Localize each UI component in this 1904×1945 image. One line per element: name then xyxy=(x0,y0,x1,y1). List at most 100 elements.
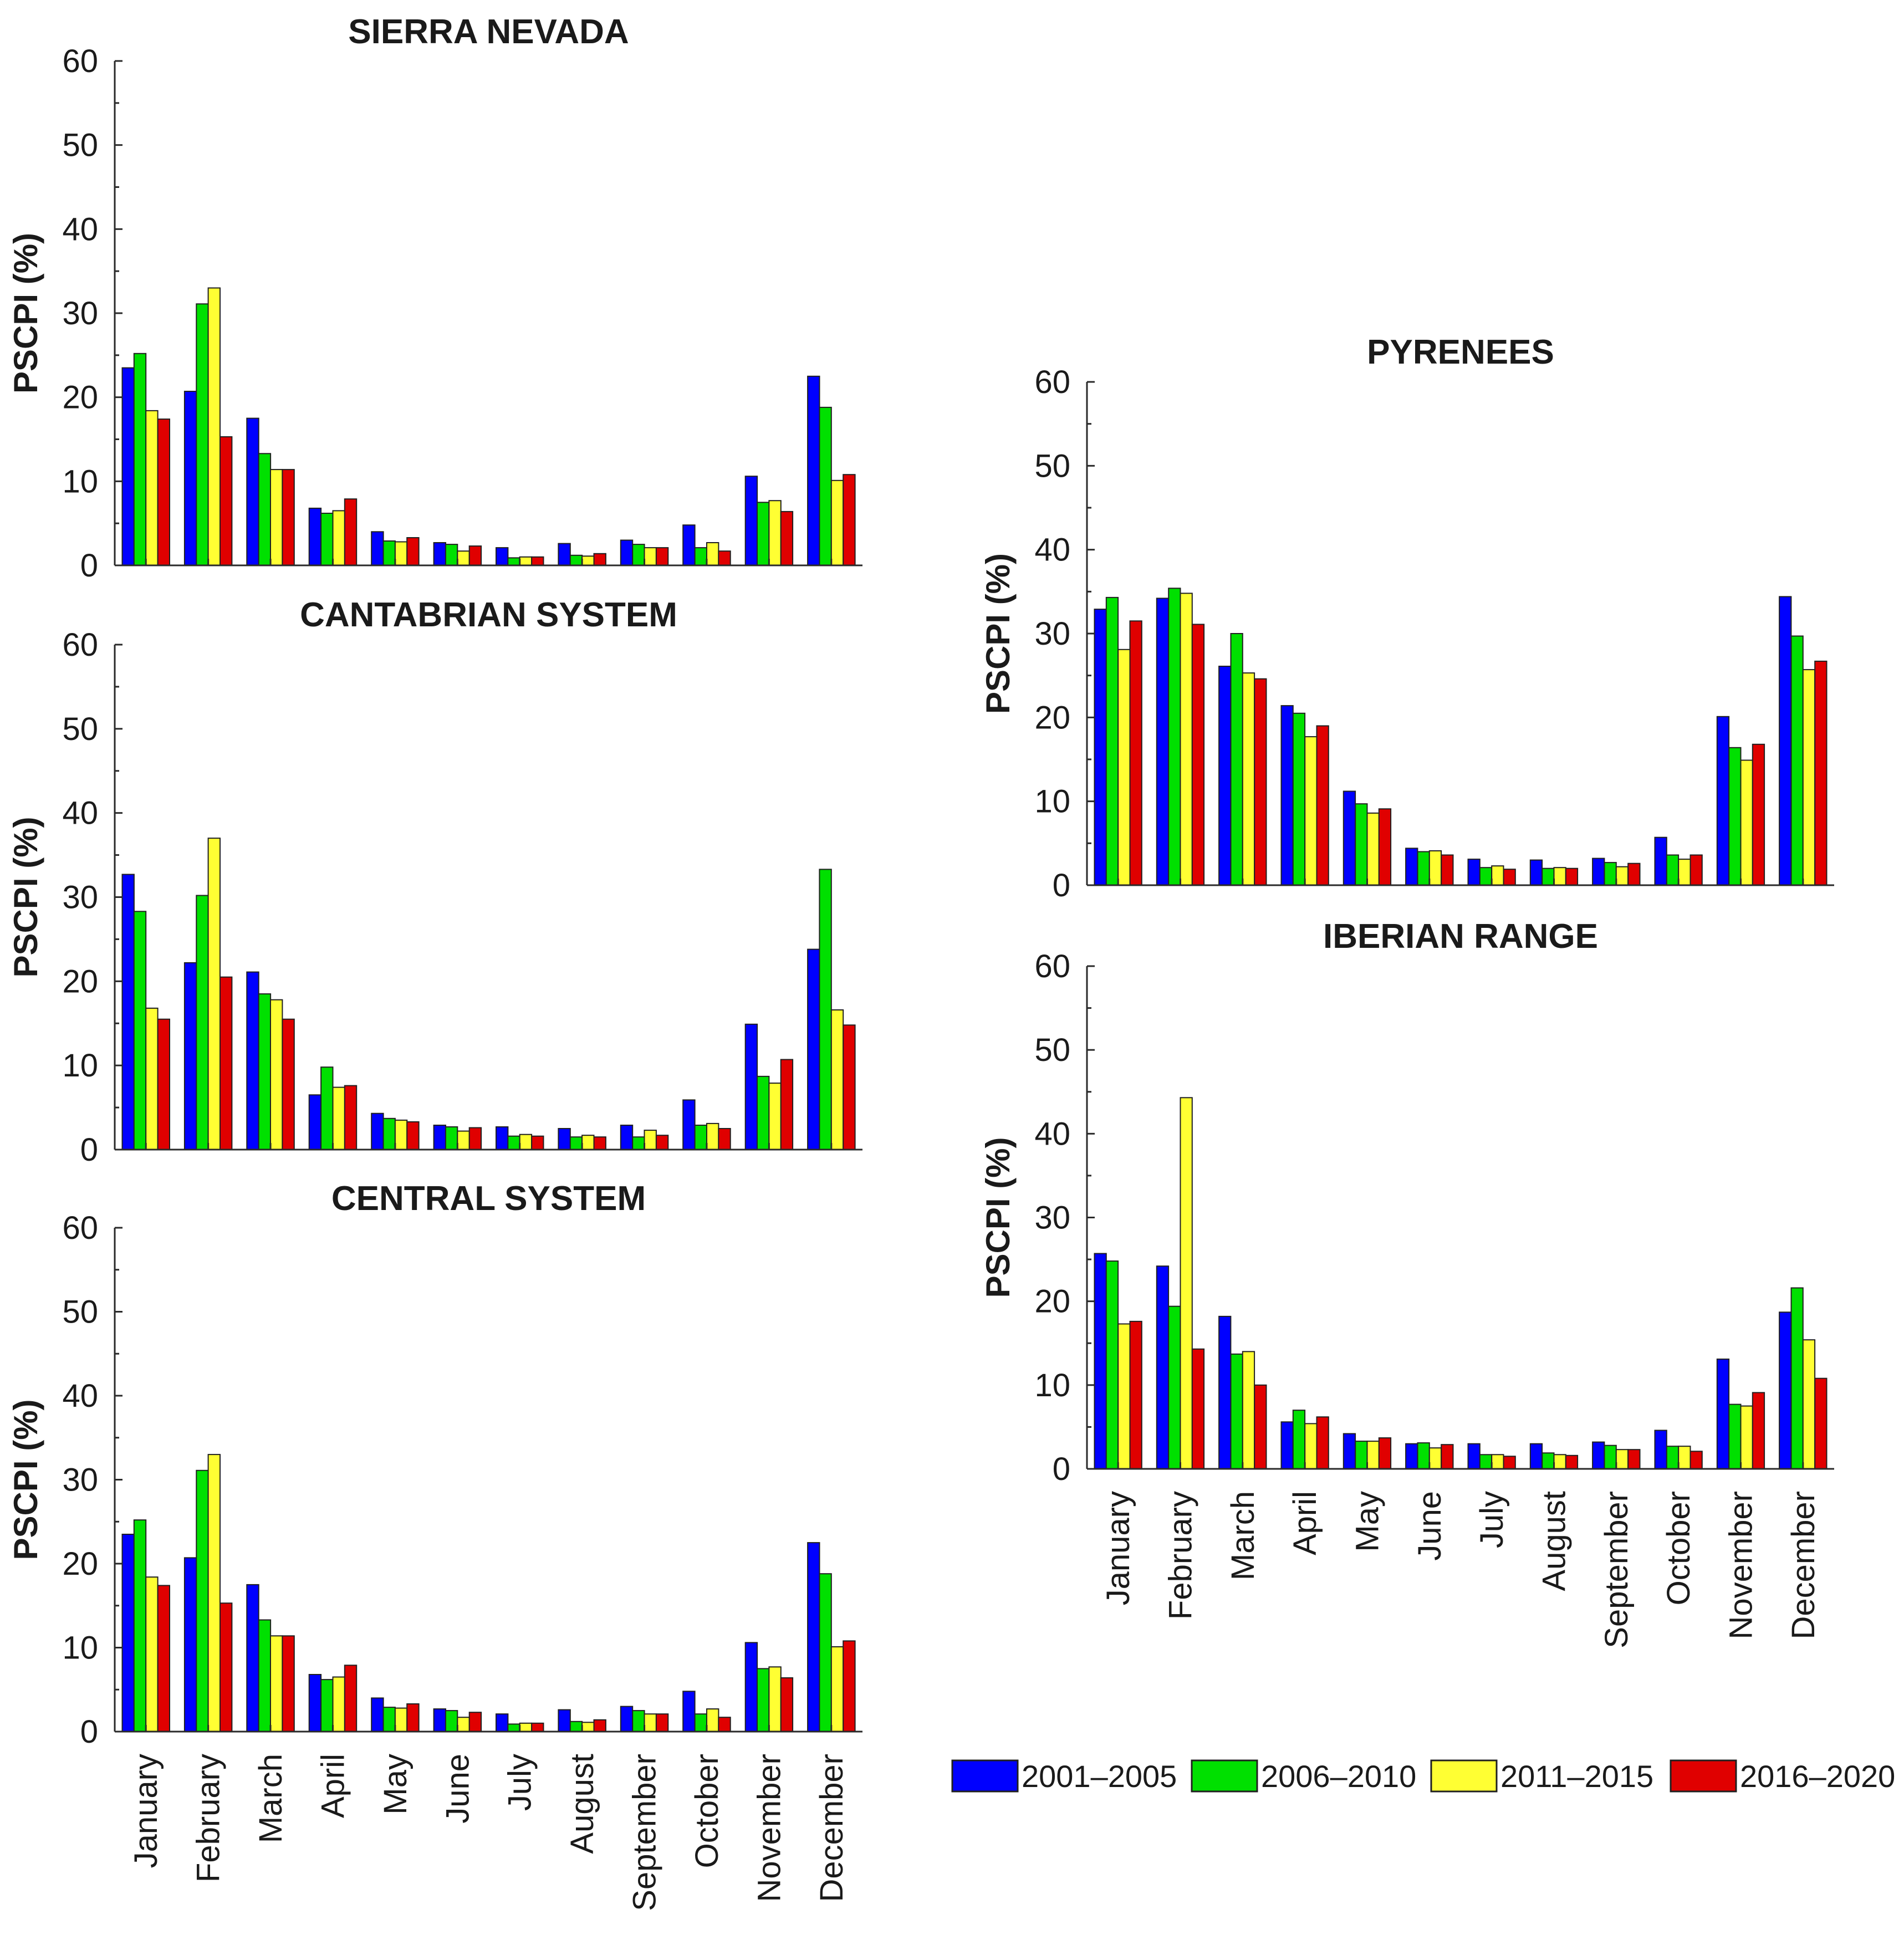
bar-march-2001-2005 xyxy=(1218,666,1232,886)
y-tick-label: 10 xyxy=(1034,1367,1070,1403)
bar-november-2001-2005 xyxy=(744,1023,758,1151)
bar-august-2016-2020 xyxy=(593,553,606,566)
bar-october-2006-2010 xyxy=(1666,1446,1680,1469)
bar-december-2006-2010 xyxy=(819,869,832,1151)
legend-label-2001-2005: 2001–2005 xyxy=(1022,1759,1177,1794)
bar-may-2001-2005 xyxy=(1343,1433,1356,1469)
bar-july-2011-2015 xyxy=(1491,865,1504,886)
bar-january-2016-2020 xyxy=(157,1018,171,1150)
bar-december-2001-2005 xyxy=(807,948,820,1150)
bar-march-2011-2015 xyxy=(1242,1351,1255,1469)
bar-november-2006-2010 xyxy=(1728,1403,1742,1470)
bar-november-2006-2010 xyxy=(757,1075,770,1151)
bar-december-2016-2020 xyxy=(843,1024,856,1151)
bar-october-2016-2020 xyxy=(718,1128,731,1150)
bar-may-2011-2015 xyxy=(1366,1441,1380,1470)
x-tick-label-september: September xyxy=(627,1754,663,1911)
y-axis-label: PSCPI (%) xyxy=(979,553,1017,714)
bar-august-2006-2010 xyxy=(1541,1452,1555,1470)
bar-september-2001-2005 xyxy=(620,539,634,566)
bar-july-2011-2015 xyxy=(519,556,533,566)
bar-april-2016-2020 xyxy=(344,498,358,566)
bar-september-2001-2005 xyxy=(620,1706,634,1733)
bar-october-2006-2010 xyxy=(694,1713,707,1732)
bar-february-2011-2015 xyxy=(207,838,221,1150)
bar-november-2011-2015 xyxy=(1740,1405,1753,1470)
bar-march-2006-2010 xyxy=(258,993,272,1150)
bar-july-2001-2005 xyxy=(496,547,509,566)
bar-october-2011-2015 xyxy=(1678,859,1691,886)
y-tick-label: 10 xyxy=(1034,784,1070,820)
x-tick-label-october: October xyxy=(689,1754,725,1868)
y-axis-label: PSCPI (%) xyxy=(7,816,44,977)
bar-august-2006-2010 xyxy=(1541,867,1555,886)
y-tick-label: 60 xyxy=(62,1210,98,1246)
y-tick-label: 0 xyxy=(80,548,98,584)
bar-april-2016-2020 xyxy=(344,1665,358,1733)
bar-january-2001-2005 xyxy=(1094,1253,1107,1469)
bar-february-2016-2020 xyxy=(1191,624,1205,886)
bar-september-2016-2020 xyxy=(1627,1449,1641,1469)
bar-june-2001-2005 xyxy=(1405,848,1418,886)
x-tick-label-february: February xyxy=(1163,1491,1199,1620)
bar-january-2016-2020 xyxy=(157,1585,171,1732)
bar-march-2011-2015 xyxy=(270,469,283,566)
bar-july-2016-2020 xyxy=(531,1722,544,1733)
bar-april-2011-2015 xyxy=(1304,736,1318,886)
bar-august-2016-2020 xyxy=(593,1136,606,1150)
bar-november-2011-2015 xyxy=(768,1083,782,1150)
bar-august-2011-2015 xyxy=(1553,867,1566,886)
panel-pyrenees: PYRENEES PSCPI (%) 0 10 20 30 40 50 60 xyxy=(979,333,1834,903)
bar-may-2001-2005 xyxy=(371,1697,384,1732)
bar-june-2006-2010 xyxy=(445,544,458,566)
bar-december-2006-2010 xyxy=(819,406,832,566)
x-tick-label-april: April xyxy=(1287,1491,1323,1555)
bar-december-2011-2015 xyxy=(1802,669,1816,886)
bar-june-2016-2020 xyxy=(1441,1444,1454,1469)
bar-may-2016-2020 xyxy=(1378,808,1392,886)
bar-november-2016-2020 xyxy=(1752,743,1765,886)
bar-december-2016-2020 xyxy=(1814,660,1828,886)
bar-february-2006-2010 xyxy=(196,895,209,1150)
panel-cantabrian-system: CANTABRIAN SYSTEM PSCPI (%) 0 10 20 30 40 50 60 xyxy=(7,596,862,1168)
bar-august-2001-2005 xyxy=(558,543,571,566)
bar-november-2006-2010 xyxy=(1728,747,1742,886)
bar-june-2011-2015 xyxy=(457,1717,470,1732)
bar-october-2016-2020 xyxy=(718,1717,731,1732)
bar-september-2006-2010 xyxy=(632,544,645,566)
bar-june-2001-2005 xyxy=(433,1708,446,1733)
y-tick-label: 50 xyxy=(1034,1032,1070,1068)
bar-february-2001-2005 xyxy=(1156,1265,1170,1469)
bar-february-2001-2005 xyxy=(183,1557,197,1732)
bar-november-2006-2010 xyxy=(757,502,770,566)
legend-swatch-2006-2010 xyxy=(1191,1759,1258,1793)
bar-june-2001-2005 xyxy=(1405,1443,1418,1469)
bar-september-2016-2020 xyxy=(655,1713,669,1732)
bar-august-2006-2010 xyxy=(569,1136,583,1150)
bar-october-2011-2015 xyxy=(1678,1446,1691,1469)
y-tick-label: 40 xyxy=(62,1378,98,1414)
y-tick-label: 30 xyxy=(1034,616,1070,652)
bar-november-2011-2015 xyxy=(768,1666,782,1733)
bar-july-2006-2010 xyxy=(507,557,520,566)
bar-august-2011-2015 xyxy=(581,1722,595,1733)
bar-october-2016-2020 xyxy=(718,550,731,566)
x-tick-label-may: May xyxy=(1350,1491,1386,1552)
bar-july-2006-2010 xyxy=(507,1723,520,1732)
bar-march-2001-2005 xyxy=(246,1584,259,1732)
x-tick-label-may: May xyxy=(377,1754,414,1815)
bar-november-2011-2015 xyxy=(768,500,782,566)
bar-may-2006-2010 xyxy=(382,540,396,566)
bar-february-2006-2010 xyxy=(1168,1305,1181,1469)
y-tick-label: 20 xyxy=(62,380,98,416)
bar-december-2016-2020 xyxy=(1814,1377,1828,1469)
bar-june-2001-2005 xyxy=(433,1125,446,1150)
y-tick-label: 50 xyxy=(62,711,98,747)
x-tick-label-january: January xyxy=(1100,1491,1136,1605)
bar-june-2011-2015 xyxy=(1428,850,1442,886)
bar-january-2011-2015 xyxy=(1117,1323,1131,1469)
bar-july-2001-2005 xyxy=(496,1126,509,1150)
bar-march-2006-2010 xyxy=(1230,1353,1243,1469)
chart-title: CENTRAL SYSTEM xyxy=(331,1180,646,1218)
bar-january-2011-2015 xyxy=(145,1007,159,1151)
